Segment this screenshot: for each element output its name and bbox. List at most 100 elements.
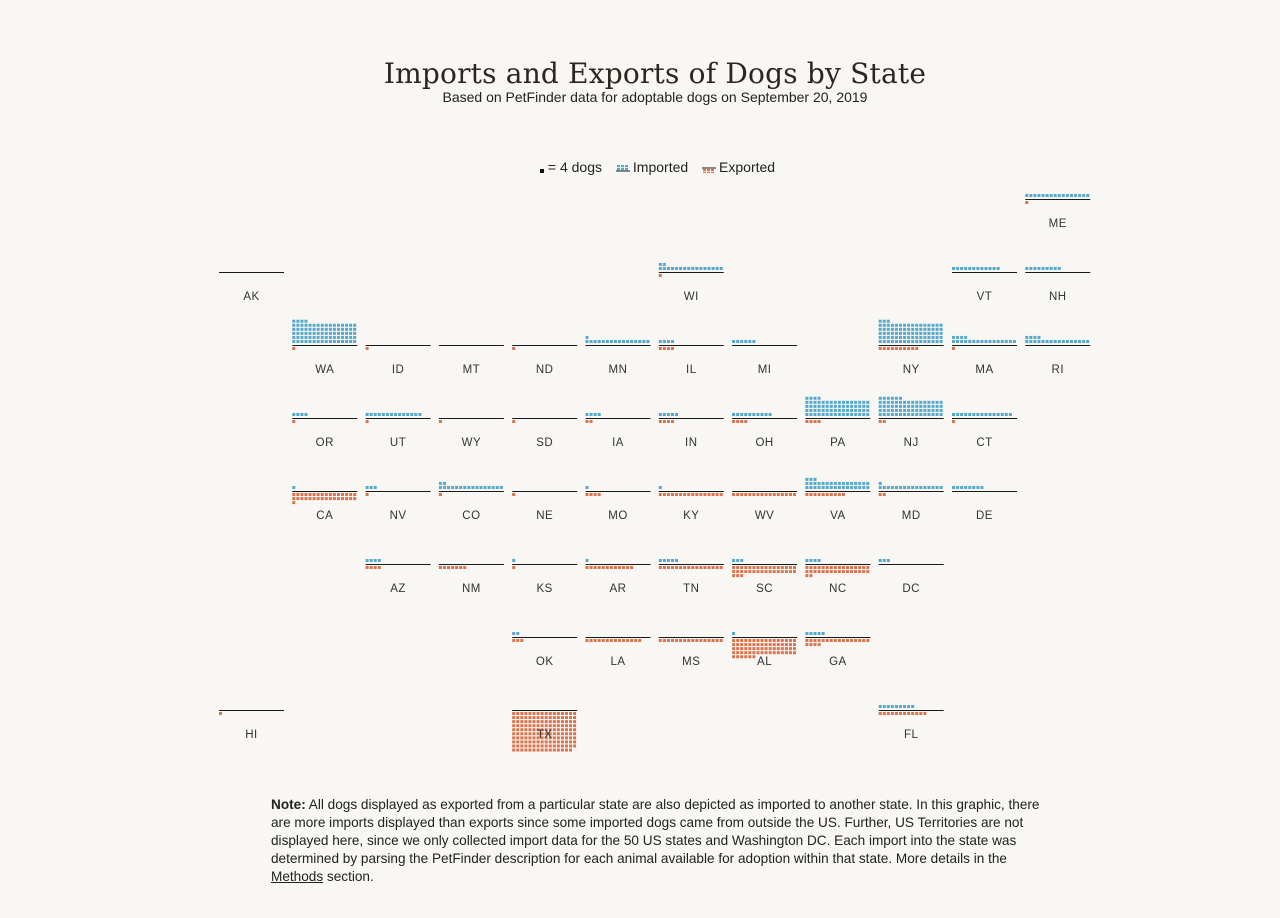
exported-square bbox=[589, 639, 593, 642]
imported-square bbox=[1069, 194, 1073, 197]
exported-square bbox=[736, 639, 740, 642]
state-label: WI bbox=[684, 291, 699, 303]
exported-square bbox=[512, 744, 516, 748]
imported-square bbox=[585, 340, 589, 343]
exported-square bbox=[878, 347, 882, 350]
exported-square bbox=[756, 493, 760, 496]
exported-square bbox=[736, 655, 740, 659]
imported-square bbox=[846, 404, 849, 408]
imported-square bbox=[638, 340, 642, 343]
exported-square bbox=[552, 736, 556, 740]
methods-link[interactable]: Methods bbox=[271, 869, 324, 884]
imported-square bbox=[903, 400, 907, 404]
exported-square bbox=[548, 732, 552, 736]
imported-square bbox=[846, 408, 849, 412]
exported-square bbox=[764, 566, 768, 569]
exported-square bbox=[736, 574, 740, 578]
exported-square bbox=[805, 570, 809, 574]
exported-square bbox=[573, 732, 577, 736]
imported-square bbox=[886, 319, 890, 323]
imported-square bbox=[907, 705, 911, 708]
imported-square bbox=[992, 267, 996, 270]
exported-square bbox=[512, 716, 516, 720]
imported-square bbox=[719, 267, 723, 270]
exported-square bbox=[548, 748, 552, 752]
state-label: KY bbox=[683, 510, 699, 522]
exported-square bbox=[780, 493, 784, 496]
imported-square bbox=[341, 335, 345, 339]
imported-square bbox=[903, 705, 907, 708]
imported-square bbox=[866, 400, 870, 404]
imported-square bbox=[613, 340, 617, 343]
imported-square bbox=[316, 327, 320, 331]
imported-square bbox=[292, 327, 296, 331]
exported-square bbox=[744, 643, 748, 647]
exported-square bbox=[1025, 201, 1029, 204]
imported-square bbox=[911, 335, 915, 339]
exported-square bbox=[597, 493, 601, 496]
imported-square bbox=[809, 413, 813, 416]
exported-square bbox=[353, 493, 357, 496]
imported-square bbox=[894, 327, 898, 331]
imported-square bbox=[825, 408, 829, 412]
imported-square bbox=[467, 486, 471, 489]
exported-square bbox=[524, 720, 528, 724]
exported-square bbox=[556, 744, 560, 748]
imported-square bbox=[825, 486, 829, 489]
imported-square bbox=[927, 331, 931, 335]
exported-square bbox=[805, 639, 809, 642]
exported-square bbox=[691, 639, 695, 642]
exported-square bbox=[512, 347, 516, 350]
exported-square bbox=[548, 740, 552, 744]
imported-square bbox=[890, 400, 894, 404]
state-label: LA bbox=[610, 656, 625, 668]
imported-square bbox=[341, 327, 345, 331]
imported-square bbox=[300, 413, 304, 416]
imported-square bbox=[1000, 413, 1004, 416]
state-label: AL bbox=[757, 656, 772, 668]
imported-square bbox=[675, 559, 679, 562]
imported-square bbox=[911, 413, 915, 416]
exported-square bbox=[560, 744, 564, 748]
exported-square bbox=[752, 651, 756, 655]
exported-square bbox=[764, 570, 768, 574]
exported-square bbox=[528, 728, 532, 732]
exported-square bbox=[886, 712, 890, 715]
imported-square bbox=[931, 340, 935, 343]
imported-square bbox=[809, 486, 813, 489]
exported-square bbox=[520, 724, 524, 728]
imported-square bbox=[939, 335, 943, 339]
imported-square bbox=[931, 335, 935, 339]
exported-square bbox=[438, 566, 442, 569]
exported-square bbox=[813, 566, 817, 569]
imported-square bbox=[890, 413, 894, 416]
exported-square bbox=[548, 712, 552, 715]
exported-square bbox=[780, 647, 784, 651]
imported-square bbox=[841, 404, 845, 408]
exported-square bbox=[536, 740, 540, 744]
imported-square bbox=[850, 404, 854, 408]
imported-square bbox=[846, 400, 849, 404]
imported-square bbox=[935, 323, 939, 327]
state-tile-al: AL bbox=[732, 632, 798, 668]
exported-square bbox=[862, 570, 866, 574]
imported-square bbox=[899, 327, 902, 331]
exported-square bbox=[564, 716, 568, 720]
exported-square bbox=[569, 748, 573, 752]
exported-square bbox=[890, 712, 894, 715]
exported-square bbox=[784, 639, 788, 642]
exported-square bbox=[324, 497, 328, 501]
chart-subtitle: Based on PetFinder data for adoptable do… bbox=[442, 89, 868, 105]
imported-square bbox=[353, 335, 357, 339]
exported-square bbox=[850, 639, 854, 642]
state-label: OK bbox=[536, 656, 554, 668]
imported-square bbox=[854, 481, 858, 485]
imported-square bbox=[878, 486, 882, 489]
imported-square bbox=[821, 404, 825, 408]
imported-square bbox=[715, 267, 719, 270]
exported-square bbox=[552, 720, 556, 724]
imported-square bbox=[1057, 194, 1061, 197]
imported-square bbox=[878, 559, 882, 562]
exported-square bbox=[805, 420, 809, 423]
exported-square bbox=[597, 639, 601, 642]
